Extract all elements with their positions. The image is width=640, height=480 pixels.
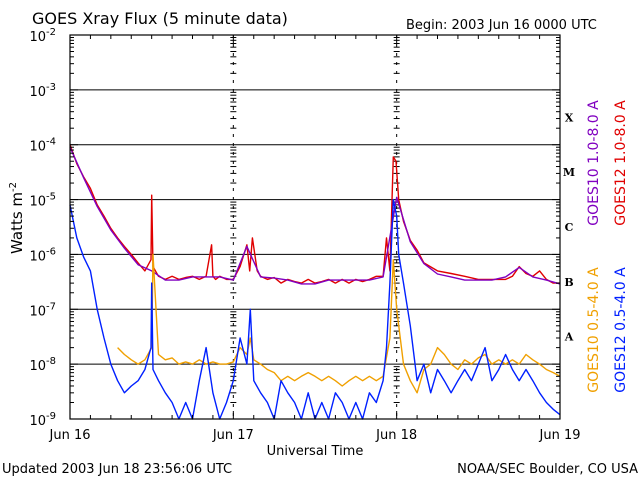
x-tick-label: Jun 18 bbox=[375, 428, 417, 443]
series-line bbox=[69, 146, 561, 285]
y-tick-label: 10-4 bbox=[29, 137, 56, 155]
flare-class-label: B bbox=[564, 276, 573, 289]
grid-lines bbox=[70, 89, 560, 365]
y-tick-labels: 10-2 10-3 10-4 10-5 10-6 10-7 10-8 10-9 bbox=[29, 27, 56, 429]
y-tick-label: 10-3 bbox=[29, 82, 56, 100]
y-tick-label: 10-8 bbox=[29, 356, 56, 374]
series-lines bbox=[69, 144, 561, 420]
x-axis-label: Universal Time bbox=[267, 444, 364, 459]
y-axis-label-exponent: -2 bbox=[8, 182, 19, 192]
flare-class-label: M bbox=[563, 166, 575, 179]
flare-class-label: C bbox=[565, 221, 574, 234]
updated-timestamp: Updated 2003 Jun 18 23:56:06 UTC bbox=[2, 462, 232, 477]
x-tick-label: Jun 16 bbox=[49, 428, 91, 443]
legend-entry: GOES12 0.5-4.0 A bbox=[613, 267, 629, 393]
legend-entry: GOES10 1.0-8.0 A bbox=[586, 100, 602, 226]
legend: GOES10 1.0-8.0 A GOES12 1.0-8.0 A GOES10 0… bbox=[586, 100, 629, 393]
x-tick-label: Jun 17 bbox=[212, 428, 254, 443]
x-tick-label: Jun 19 bbox=[539, 428, 581, 443]
begin-label: Begin: 2003 Jun 16 0000 UTC bbox=[406, 18, 597, 33]
y-tick-label: 10-5 bbox=[29, 192, 56, 210]
axis-ticks bbox=[69, 34, 561, 420]
flare-class-labels: X M C B A bbox=[563, 111, 575, 343]
flare-class-label: A bbox=[564, 331, 574, 344]
chart-title: GOES Xray Flux (5 minute data) bbox=[32, 9, 288, 28]
y-axis-label-text: Watts m bbox=[8, 192, 26, 254]
credit-text: NOAA/SEC Boulder, CO USA bbox=[457, 462, 638, 477]
y-tick-label: 10-2 bbox=[29, 27, 56, 45]
series-line bbox=[69, 144, 560, 284]
legend-entry: GOES12 1.0-8.0 A bbox=[613, 100, 629, 226]
x-tick-labels: Jun 16 Jun 17 Jun 18 Jun 19 bbox=[49, 428, 581, 443]
legend-entry: GOES10 0.5-4.0 A bbox=[586, 267, 602, 393]
y-axis-label: Watts m-2 bbox=[8, 182, 26, 254]
series-line bbox=[117, 253, 561, 394]
y-tick-label: 10-7 bbox=[29, 301, 56, 319]
y-tick-label: 10-6 bbox=[29, 246, 56, 264]
y-tick-label: 10-9 bbox=[29, 411, 56, 429]
flare-class-label: X bbox=[565, 111, 574, 124]
